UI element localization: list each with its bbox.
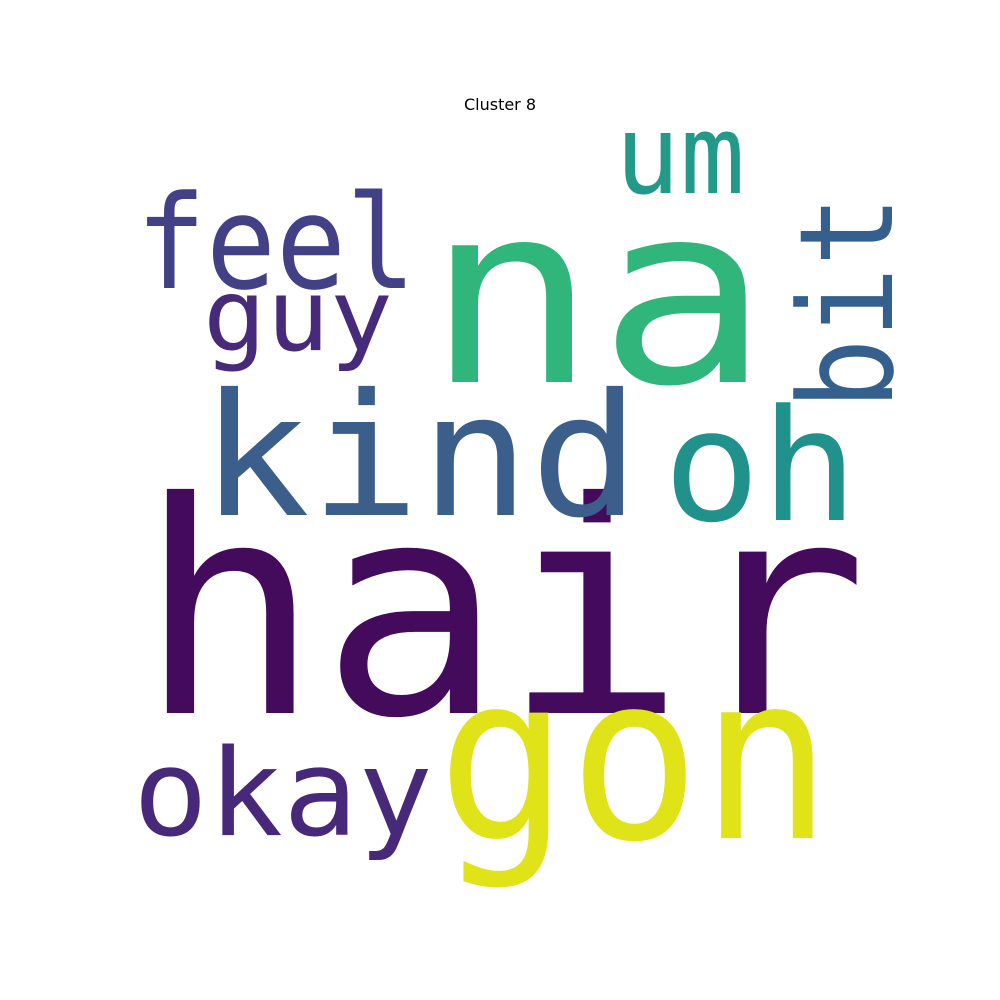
word-um: um — [615, 91, 745, 219]
word-okay: okay — [133, 725, 433, 864]
word-bit: bit — [771, 195, 923, 410]
word-guy: guy — [203, 257, 393, 374]
word-hair: hair — [138, 439, 868, 783]
word-na: na — [425, 150, 770, 441]
word-kind: kind — [200, 358, 640, 556]
word-gon: gon — [437, 626, 832, 893]
word-oh: oh — [663, 376, 858, 557]
chart-title: Cluster 8 — [463, 95, 537, 114]
word-feel: feel — [136, 167, 416, 319]
